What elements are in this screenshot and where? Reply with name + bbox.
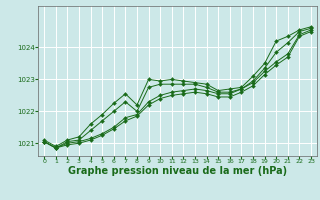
X-axis label: Graphe pression niveau de la mer (hPa): Graphe pression niveau de la mer (hPa) [68,166,287,176]
